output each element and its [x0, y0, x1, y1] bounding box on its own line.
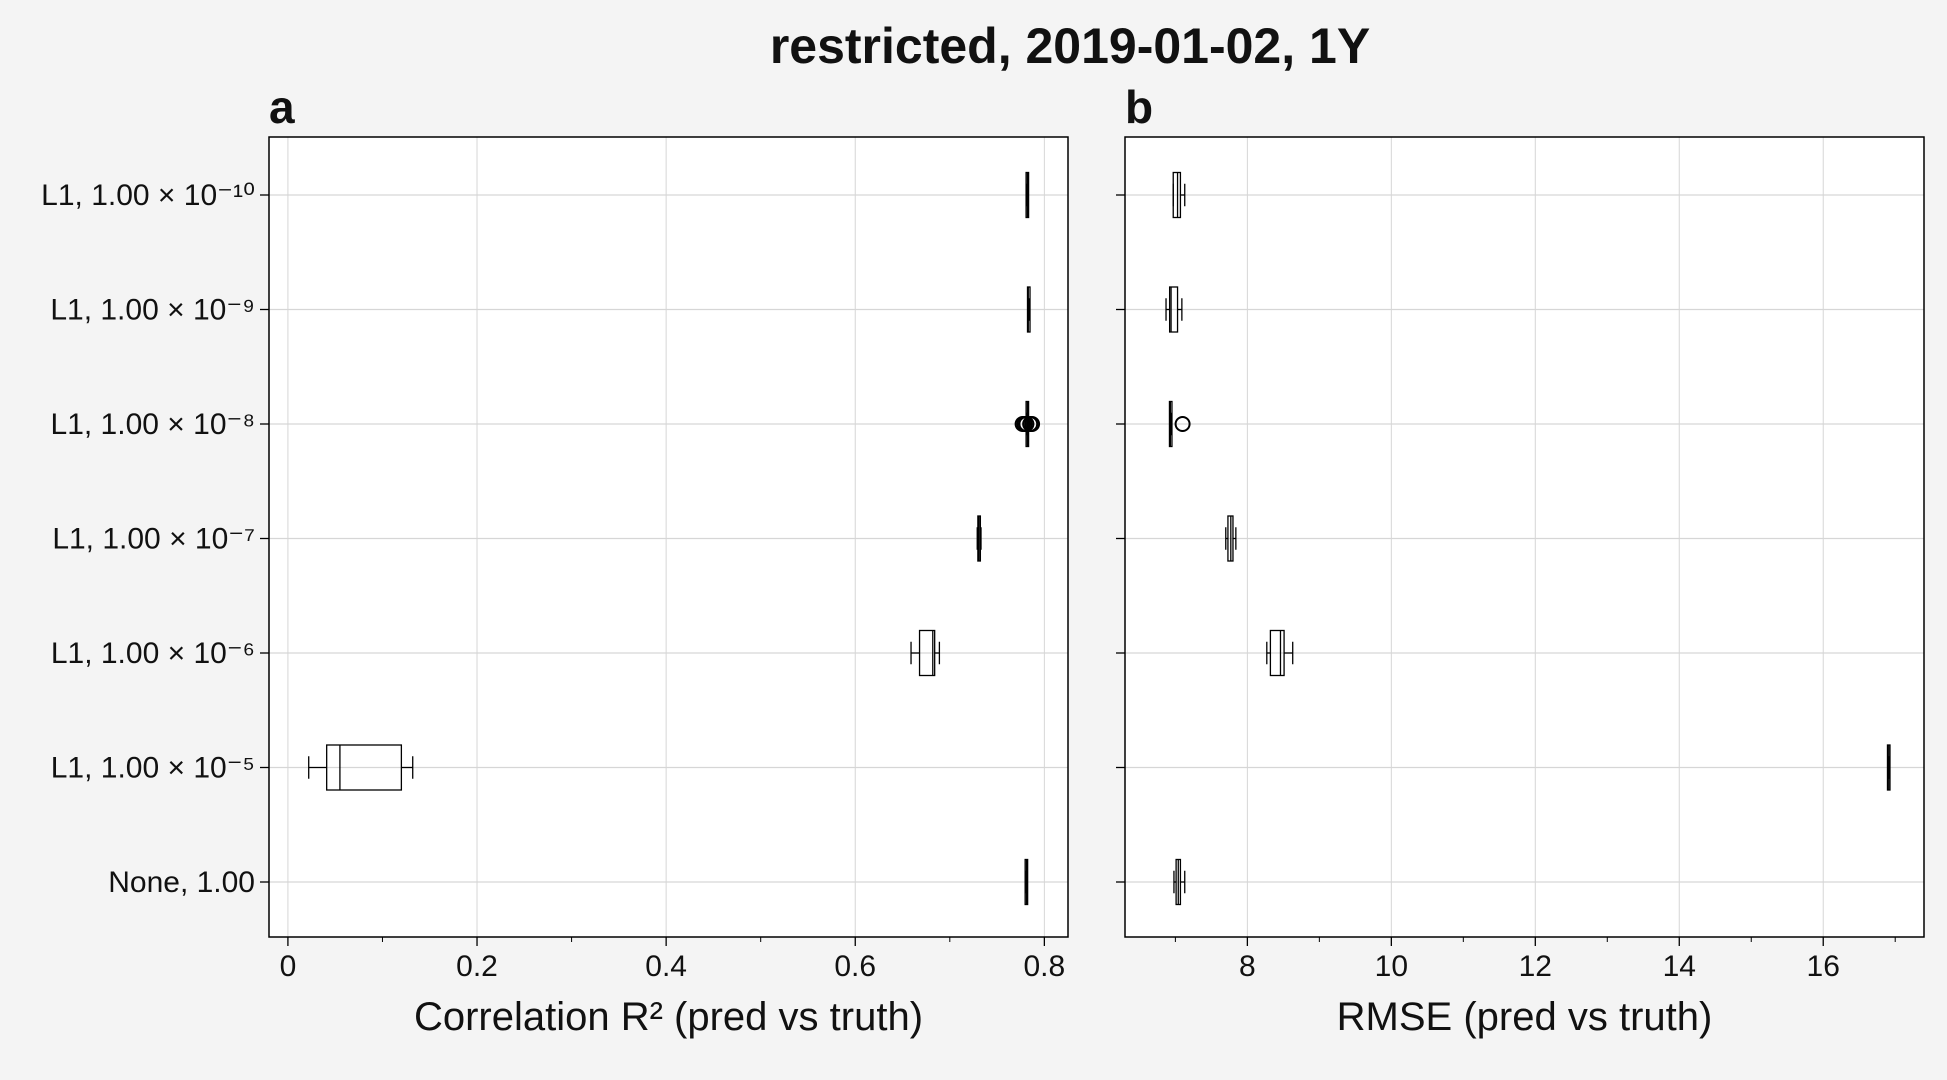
panel-a: 0 0.2 0.4 0.6 0.8 L1, 1.00 × 10⁻¹⁰ L1, 1.00 × … — [41, 81, 1069, 1039]
box-row-6 — [1886, 744, 1891, 791]
box-row-4 — [976, 515, 982, 562]
box-row-5 — [1266, 629, 1294, 677]
outlier-point — [1174, 416, 1191, 432]
x-tick-label: 0.6 — [834, 950, 876, 983]
box-row-7 — [1024, 858, 1029, 906]
plot-area — [1125, 137, 1924, 937]
box-row-1 — [1172, 171, 1186, 219]
panel-b: 8 10 12 14 16 b RMSE (pred vs truth) — [1116, 81, 1925, 1039]
x-tick-label: 0.2 — [456, 950, 498, 983]
y-tick-label: L1, 1.00 × 10⁻⁷ — [52, 523, 255, 556]
y-tick-label: L1, 1.00 × 10⁻¹⁰ — [41, 179, 255, 212]
y-tick-label: L1, 1.00 × 10⁻⁸ — [51, 408, 255, 441]
box-iqr — [1269, 629, 1285, 677]
box-row-4 — [1225, 515, 1237, 562]
box-row-7 — [1173, 858, 1186, 906]
panel-label: b — [1125, 81, 1153, 133]
x-tick-label: 8 — [1239, 950, 1256, 983]
y-tick-label: L1, 1.00 × 10⁻⁵ — [51, 752, 255, 785]
outlier-point — [1024, 416, 1041, 432]
figure-title: restricted, 2019-01-02, 1Y — [770, 18, 1370, 74]
box-row-2 — [1165, 286, 1183, 333]
axes-frame — [1124, 136, 1925, 938]
axes-frame — [268, 136, 1069, 938]
x-tick-label: 0.8 — [1024, 950, 1066, 983]
y-tick-label: L1, 1.00 × 10⁻⁹ — [50, 294, 255, 327]
x-tick-label: 12 — [1519, 950, 1552, 983]
x-tick-label: 10 — [1375, 950, 1408, 983]
x-tick-label: 16 — [1807, 950, 1840, 983]
y-tick-label: None, 1.00 — [108, 866, 255, 899]
plot-area — [269, 137, 1068, 937]
x-axis-label: Correlation R² (pred vs truth) — [414, 995, 923, 1039]
x-tick-label: 0.4 — [645, 950, 687, 983]
x-tick-label: 0 — [280, 950, 297, 983]
x-axis-label: RMSE (pred vs truth) — [1337, 995, 1713, 1039]
box-row-2 — [1026, 286, 1031, 333]
box-row-1 — [1025, 171, 1030, 219]
box-iqr — [918, 629, 936, 677]
y-tick-label: L1, 1.00 × 10⁻⁶ — [51, 637, 255, 670]
box-row-3 — [1014, 400, 1041, 448]
box-iqr — [1168, 286, 1179, 333]
box-row-5 — [910, 629, 941, 677]
box-iqr — [326, 744, 403, 791]
box-iqr — [1172, 171, 1182, 219]
box-row-6 — [308, 744, 414, 791]
panel-label: a — [269, 81, 295, 133]
x-tick-label: 14 — [1663, 950, 1696, 983]
box-row-3 — [1168, 400, 1191, 448]
